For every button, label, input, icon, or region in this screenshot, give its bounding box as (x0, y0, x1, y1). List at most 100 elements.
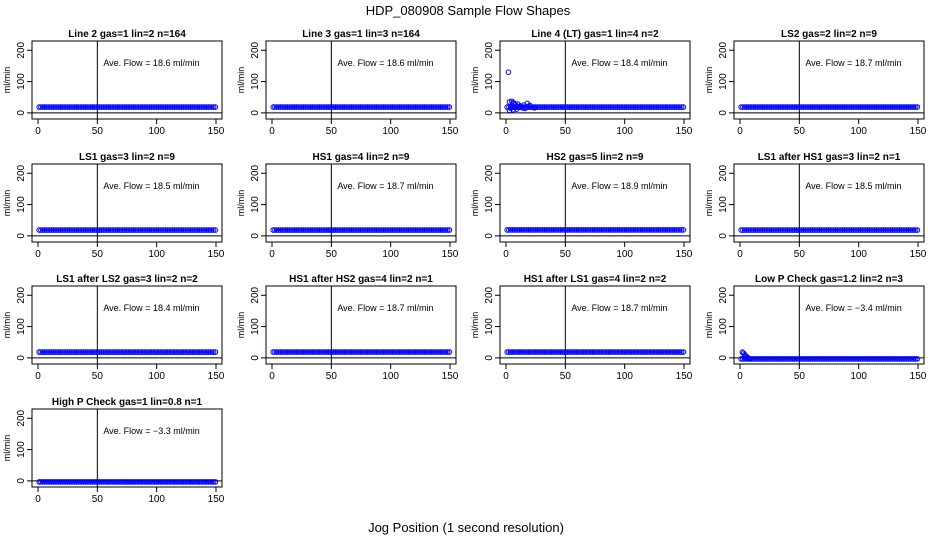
data-point (180, 104, 187, 110)
data-point (323, 349, 330, 355)
x-tick-label: 0 (737, 249, 743, 260)
data-point (139, 227, 146, 233)
y-tick-label: 200 (484, 41, 495, 58)
data-point (873, 227, 880, 233)
data-point (314, 227, 321, 233)
data-point (354, 104, 360, 110)
panel-6: HS1 gas=4 lin=2 n=9 0 50 100 150 0 100 200 ml/mi… (236, 152, 459, 260)
data-point (66, 349, 73, 355)
data-point (182, 104, 188, 110)
data-point (325, 104, 332, 110)
data-point (207, 349, 213, 355)
data-point (152, 227, 158, 233)
data-point (281, 227, 287, 233)
data-point (200, 227, 206, 233)
data-point (111, 227, 117, 233)
data-point (870, 227, 876, 233)
data-point (66, 479, 73, 485)
data-point (338, 349, 344, 355)
data-point (171, 104, 178, 110)
data-point (125, 104, 131, 110)
data-point (414, 349, 421, 355)
data-point (343, 104, 349, 110)
data-point (409, 349, 415, 355)
data-point (790, 356, 796, 362)
y-tick-label: 100 (16, 73, 27, 90)
data-point (552, 349, 559, 355)
data-point (361, 227, 367, 233)
data-point (327, 227, 333, 233)
data-point (770, 356, 777, 362)
data-point (607, 349, 614, 355)
data-point (802, 104, 809, 110)
data-point (655, 104, 662, 110)
data-point (198, 227, 204, 233)
panel-3: Line 4 (LT) gas=1 lin=4 n=2 0 50 100 150 0 100… (470, 29, 693, 137)
data-point (71, 479, 78, 485)
data-point (143, 479, 149, 485)
data-point (641, 104, 648, 110)
data-point (509, 227, 516, 233)
data-point (86, 104, 92, 110)
data-point (677, 104, 683, 110)
data-point (73, 479, 80, 485)
data-point (102, 349, 108, 355)
data-point (898, 227, 905, 233)
data-point (116, 104, 123, 110)
y-tick-label: 0 (250, 110, 261, 116)
data-point (39, 227, 46, 233)
data-point (836, 104, 842, 110)
data-point (673, 227, 680, 233)
data-point (304, 227, 310, 233)
data-point (116, 479, 123, 485)
data-point (128, 227, 135, 233)
y-tick-label: 100 (484, 73, 495, 90)
data-point (173, 479, 180, 485)
data-point (304, 104, 310, 110)
data-point (743, 104, 750, 110)
data-point (857, 104, 864, 110)
data-point (566, 227, 573, 233)
data-point (89, 479, 96, 485)
data-point (900, 356, 906, 362)
data-point (352, 104, 358, 110)
data-point (198, 104, 204, 110)
data-point (84, 349, 91, 355)
data-point (302, 104, 309, 110)
data-point (545, 104, 551, 110)
data-point (86, 349, 92, 355)
data-point (346, 227, 353, 233)
data-point (64, 349, 71, 355)
data-point (862, 227, 869, 233)
data-point (114, 349, 121, 355)
data-point (639, 349, 646, 355)
data-point (754, 104, 761, 110)
average-flow-annotation: Ave. Flow = −3.3 ml/min (103, 426, 199, 436)
panel-frame (265, 285, 457, 365)
data-point (134, 104, 140, 110)
data-point (118, 104, 124, 110)
data-point (71, 104, 78, 110)
data-point (593, 104, 599, 110)
data-point (830, 356, 837, 362)
data-point (768, 104, 775, 110)
data-series (504, 69, 687, 114)
data-point (600, 349, 607, 355)
data-point (77, 349, 83, 355)
data-point (441, 104, 447, 110)
y-tick-label: 100 (250, 318, 261, 335)
data-point (332, 104, 339, 110)
data-point (132, 104, 139, 110)
x-tick-label: 0 (35, 371, 41, 382)
panel-4: LS2 gas=2 lin=2 n=9 0 50 100 150 0 100 200 ml/mi… (704, 29, 927, 137)
data-point (355, 227, 362, 233)
data-point (652, 227, 658, 233)
data-point (841, 227, 848, 233)
data-point (120, 349, 126, 355)
data-point (791, 104, 798, 110)
data-point (520, 227, 527, 233)
data-point (761, 104, 768, 110)
data-point (664, 227, 671, 233)
data-point (185, 349, 192, 355)
data-point (362, 227, 369, 233)
